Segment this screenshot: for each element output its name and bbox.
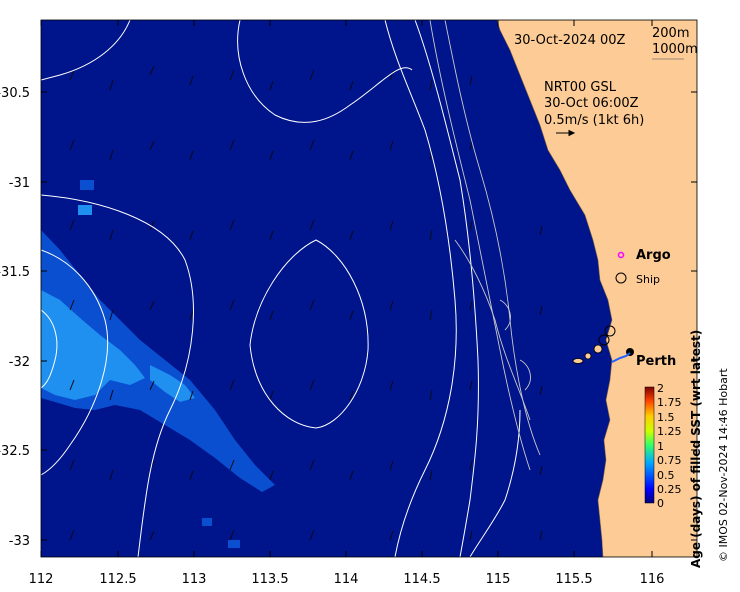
colorbar-tick: 2 [657,382,664,395]
model-time: 30-Oct 06:00Z [544,96,639,111]
colorbar-tick: 1 [657,440,664,453]
lon-tick: 114.5 [403,572,440,587]
colorbar-title: Age (days) of filled SST (wrt latest) [689,329,703,568]
lon-tick: 115 [486,572,511,587]
argo-legend-label: Argo [636,248,671,263]
colorbar-tick: 0.25 [657,483,682,496]
lat-tick: -32.5 [0,444,30,459]
lon-tick: 112.5 [99,572,136,587]
colorbar-tick: 0.5 [657,469,675,482]
lon-tick: 113 [182,572,207,587]
axis-ticks [40,20,697,557]
lon-tick: 112 [29,572,54,587]
colorbar-ticks: 2 1.75 1.5 1.25 1 0.75 0.5 0.25 0 [657,382,682,510]
perth-label: Perth [636,354,676,369]
lat-tick: -30.5 [0,86,30,101]
swan-river [611,352,631,363]
imos-credit: © IMOS 02-Nov-2024 14:46 Hobart [717,368,730,562]
vector-scale-arrow [556,129,576,137]
lat-tick: -31.5 [0,265,30,280]
lon-tick: 116 [640,572,665,587]
lat-tick: -31 [9,176,30,191]
lon-tick: 114 [334,572,359,587]
colorbar-tick: 0 [657,497,664,510]
colorbar [644,386,655,504]
bathymetry-contours [429,20,541,471]
plot-frame [40,19,698,558]
argo-marker-icon [617,251,625,259]
lon-tick: 113.5 [251,572,288,587]
colorbar-tick: 0.75 [657,454,682,467]
lat-tick: -32 [9,355,30,370]
date-label: 30-Oct-2024 00Z [514,33,626,48]
ship-legend-label: Ship [636,273,660,286]
longitude-axis: 112 112.5 113 113.5 114 114.5 115 115.5 … [29,572,665,587]
vector-scale: 0.5m/s (1kt 6h) [544,113,644,128]
ship-track-icon [604,325,616,337]
ship-marker-icon [615,272,627,284]
colorbar-tick: 1.25 [657,425,682,438]
latitude-axis: -30.5 -31 -31.5 -32 -32.5 -33 [0,86,30,549]
rottnest-islands [572,344,603,364]
colorbar-tick: 1.5 [657,411,675,424]
colorbar-tick: 1.75 [657,396,682,409]
model-label: NRT00 GSL [544,80,617,95]
ship-track-icon [598,334,610,346]
contour-legend-1000m: 1000m [652,42,698,57]
sea-level-contours [41,20,521,557]
current-vectors [69,65,543,541]
lon-tick: 115.5 [555,572,592,587]
sst-age-patch [41,180,275,548]
lat-tick: -33 [9,534,30,549]
contour-legend-200m: 200m [652,26,689,41]
